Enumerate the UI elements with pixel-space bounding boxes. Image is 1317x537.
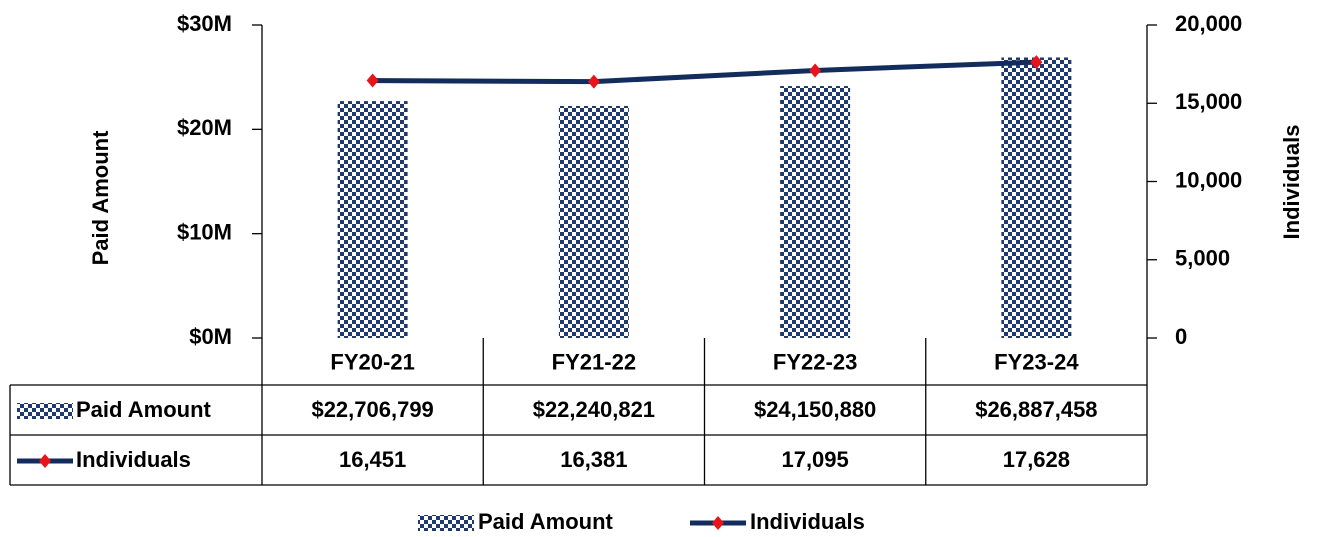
y-tick-label: $0M (189, 324, 232, 349)
marker (366, 73, 379, 88)
y2-tick-label: 5,000 (1175, 246, 1230, 271)
marker (1030, 55, 1043, 70)
x-tick-label: FY21-22 (552, 349, 636, 374)
x-tick-label: FY22-23 (773, 349, 857, 374)
legend-swatch (17, 403, 73, 419)
bar (337, 101, 408, 338)
line (372, 59, 1037, 85)
table-cell: 16,381 (560, 447, 627, 472)
bar (780, 86, 851, 338)
y2-axis-label: Individuals (1279, 125, 1304, 240)
table-cell: $22,706,799 (311, 397, 433, 422)
bar (1001, 57, 1072, 339)
legend-marker (712, 516, 724, 530)
y-tick-label: $30M (177, 11, 232, 36)
table-cell: 16,451 (339, 447, 406, 472)
legend-marker (39, 454, 51, 468)
y2-tick-label: 0 (1175, 324, 1187, 349)
y2-tick-label: 15,000 (1175, 89, 1242, 114)
table-cell: $24,150,880 (754, 397, 876, 422)
legend-label: Individuals (750, 509, 865, 534)
bar (558, 105, 629, 338)
marker (587, 74, 600, 89)
y-tick-label: $10M (177, 219, 232, 244)
y2-tick-label: 10,000 (1175, 167, 1242, 192)
table-cell: 17,095 (781, 447, 848, 472)
legend-label: Paid Amount (478, 509, 614, 534)
table-cell: $22,240,821 (533, 397, 655, 422)
x-tick-label: FY20-21 (330, 349, 414, 374)
legend-swatch (418, 515, 474, 531)
table-cell: $26,887,458 (975, 397, 1097, 422)
y-tick-label: $20M (177, 115, 232, 140)
x-tick-label: FY23-24 (994, 349, 1079, 374)
marker (809, 63, 822, 78)
y2-tick-label: 20,000 (1175, 11, 1242, 36)
table-cell: 17,628 (1003, 447, 1070, 472)
table-row-header: Individuals (76, 447, 191, 472)
y-axis-label: Paid Amount (88, 130, 113, 266)
table-row-header: Paid Amount (76, 397, 212, 422)
